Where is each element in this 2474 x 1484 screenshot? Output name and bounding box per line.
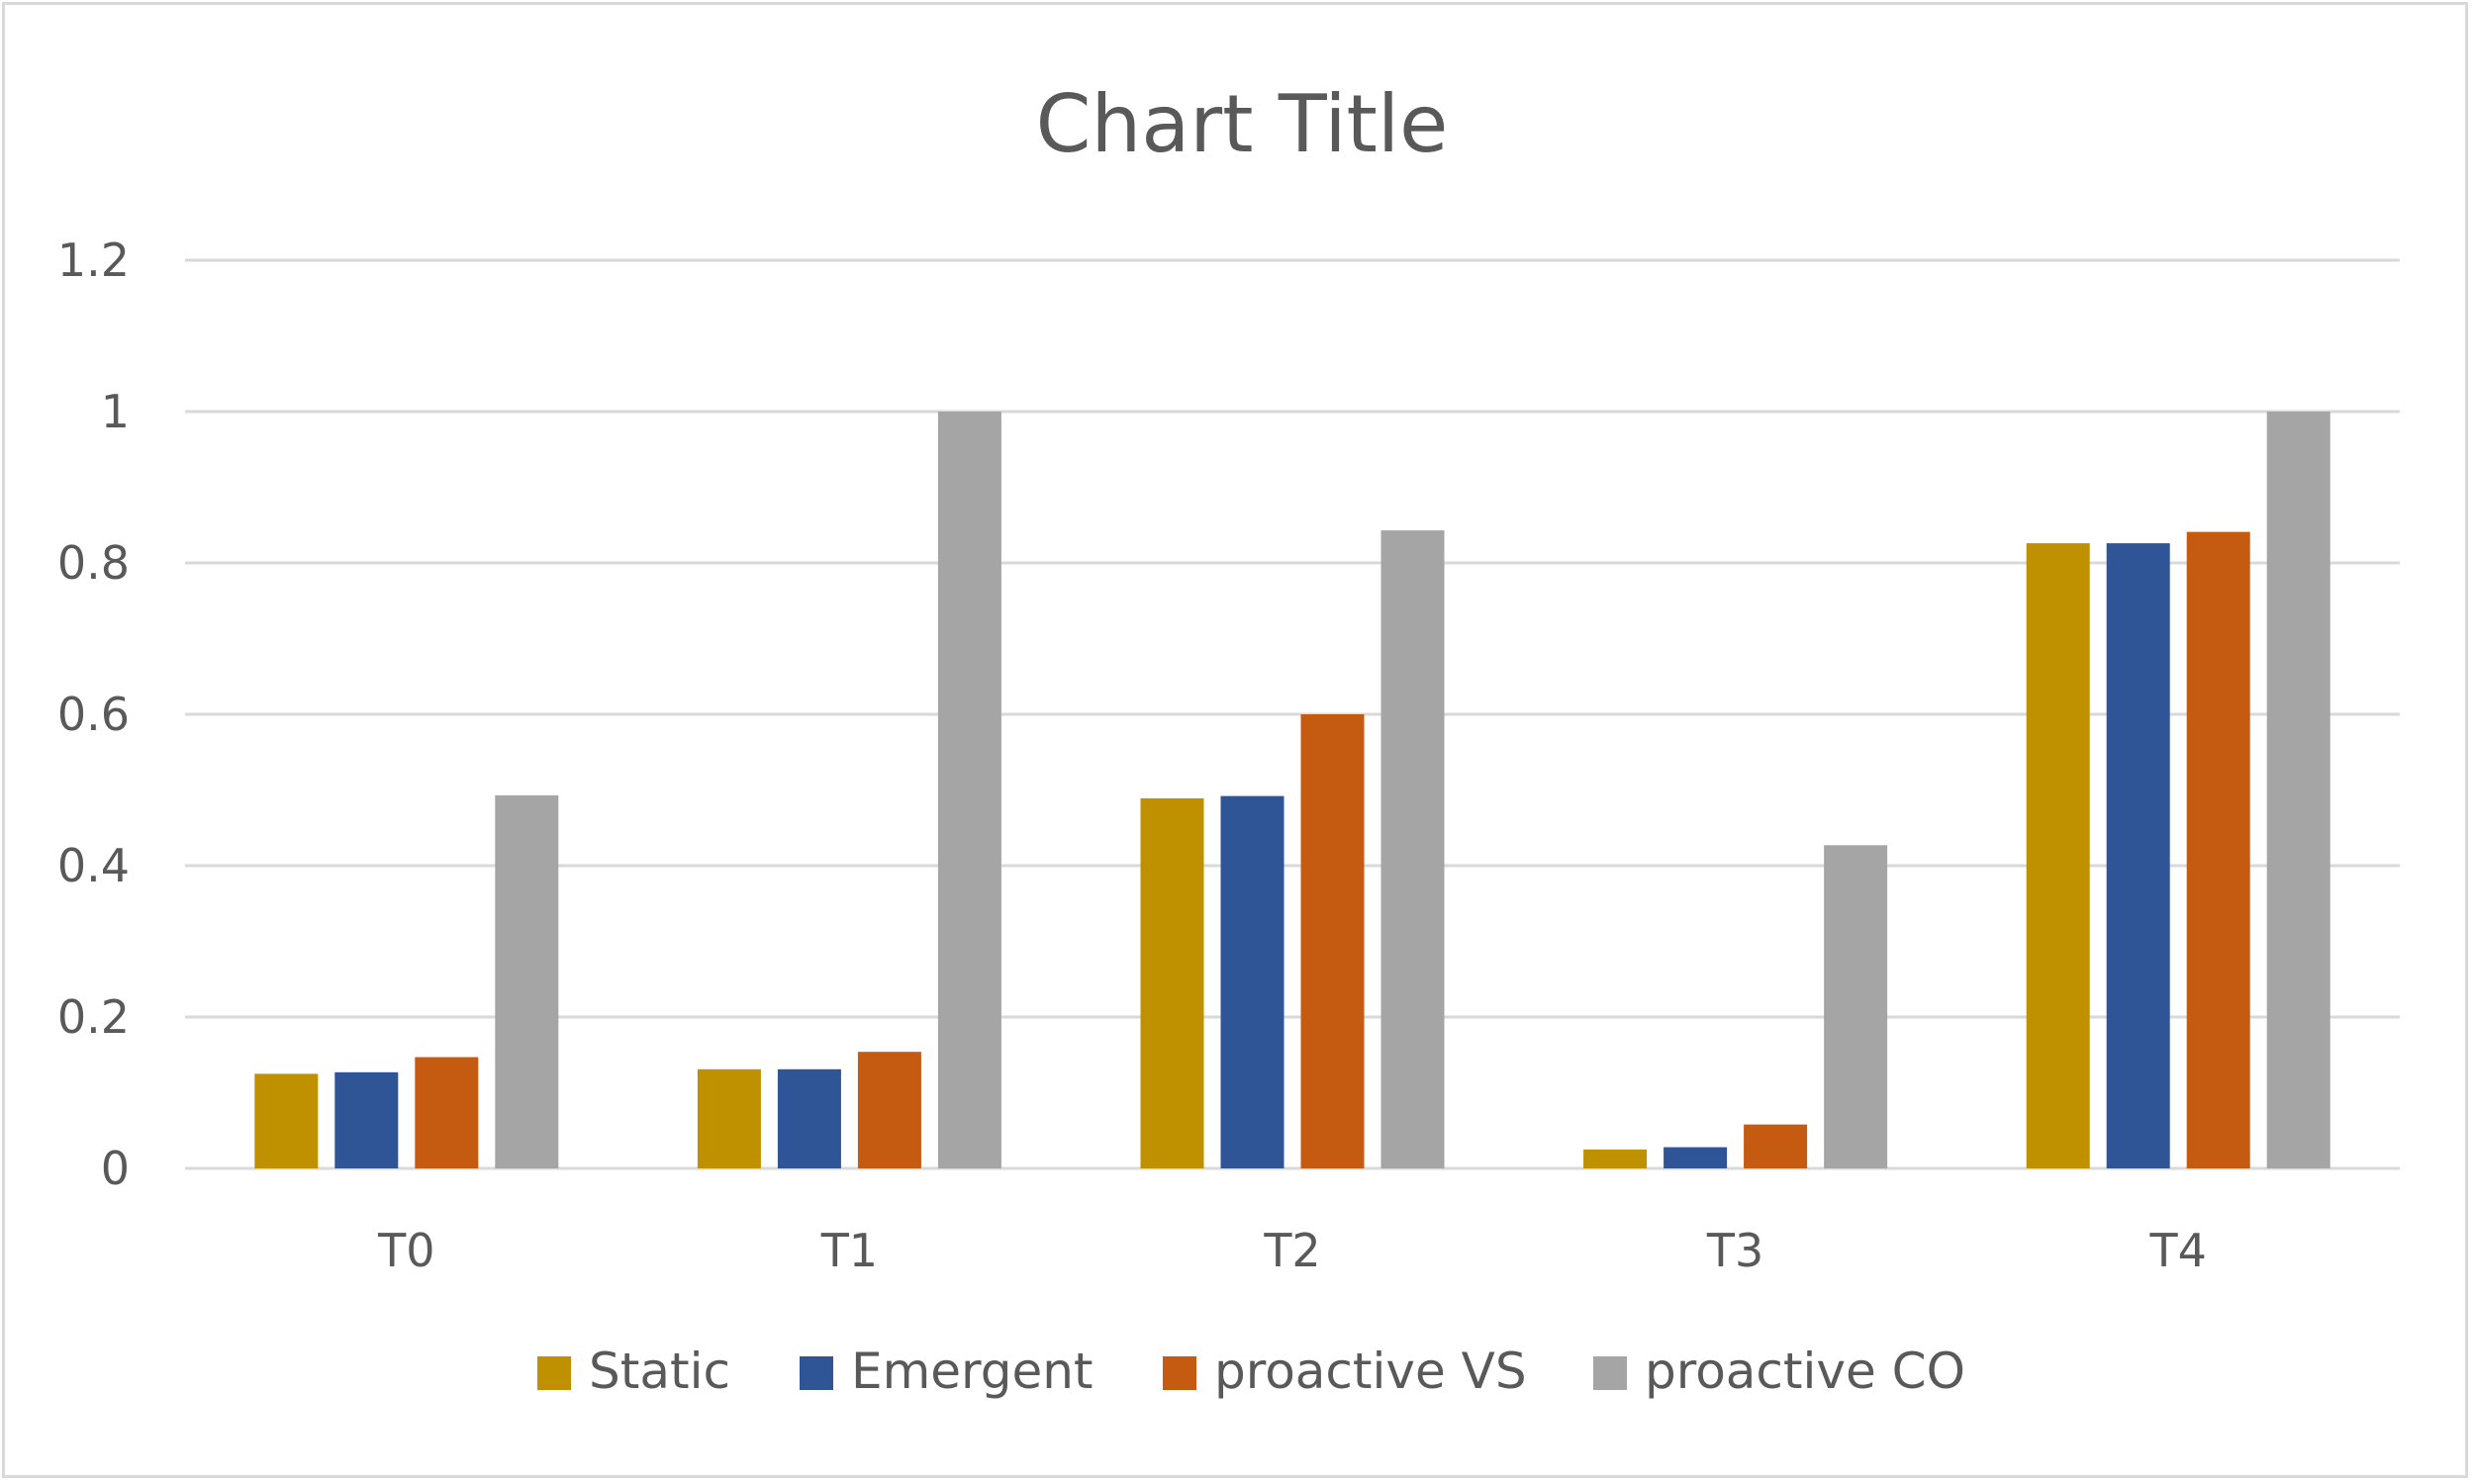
y-tick-label-3: 0.6 bbox=[57, 688, 130, 741]
legend: Static Emergent proactive VS proactive CO bbox=[537, 1343, 1965, 1400]
legend-label-static: Static bbox=[589, 1343, 730, 1400]
legend-swatch-emergent bbox=[800, 1356, 833, 1390]
bar-t4-emergent bbox=[2106, 543, 2170, 1168]
bar-t1-emergent bbox=[777, 1068, 841, 1168]
x-category-label-t4: T4 bbox=[2149, 1224, 2207, 1277]
bar-t4-static bbox=[2026, 543, 2090, 1168]
x-category-label-t1: T1 bbox=[820, 1224, 878, 1277]
y-tick-label-4: 0.8 bbox=[57, 536, 130, 590]
x-category-label-t0: T0 bbox=[377, 1224, 434, 1277]
bar-t0-proactive-vs bbox=[415, 1057, 479, 1168]
y-tick-label-0: 0 bbox=[101, 1142, 130, 1195]
legend-swatch-static bbox=[537, 1356, 571, 1390]
bar-t0-proactive-co bbox=[495, 794, 559, 1168]
chart-title: Chart Title bbox=[1036, 78, 1449, 170]
bar-t4-proactive-vs bbox=[2186, 531, 2250, 1168]
y-tick-label-1: 0.2 bbox=[57, 990, 130, 1044]
y-axis-tick-labels: 0 0.2 0.4 0.6 0.8 1 1.2 bbox=[57, 233, 130, 1195]
bar-t0-static bbox=[254, 1073, 319, 1168]
bar-t1-proactive-co bbox=[937, 412, 1001, 1168]
legend-label-proactive-vs: proactive VS bbox=[1214, 1343, 1527, 1400]
x-category-label-t2: T2 bbox=[1263, 1224, 1320, 1277]
x-axis-category-labels: T0 T1 T2 T3 T4 bbox=[377, 1224, 2207, 1277]
bar-t3-proactive-co bbox=[1824, 845, 1888, 1168]
legend-label-emergent: Emergent bbox=[851, 1343, 1094, 1400]
bar-t4-proactive-co bbox=[2266, 412, 2331, 1168]
bar-t2-proactive-vs bbox=[1300, 714, 1365, 1168]
bar-t0-emergent bbox=[334, 1071, 399, 1168]
bar-t1-proactive-vs bbox=[857, 1052, 921, 1168]
bar-t3-static bbox=[1583, 1149, 1648, 1168]
legend-label-proactive-co: proactive CO bbox=[1645, 1343, 1965, 1400]
bar-t1-static bbox=[697, 1068, 761, 1168]
bar-t3-emergent bbox=[1664, 1147, 1728, 1168]
legend-swatch-proactive-co bbox=[1593, 1356, 1627, 1390]
y-tick-label-6: 1.2 bbox=[57, 233, 130, 287]
bar-t2-proactive-co bbox=[1380, 530, 1445, 1168]
legend-swatch-proactive-vs bbox=[1163, 1356, 1196, 1390]
y-tick-label-2: 0.4 bbox=[57, 839, 130, 892]
bar-chart: Chart Title 0 0.2 0.4 0.6 0.8 1 1.2 T0 T1 T2 T3 T4… bbox=[57, 78, 2400, 1400]
y-tick-label-5: 1 bbox=[101, 385, 130, 438]
bar-t3-proactive-vs bbox=[1744, 1124, 1808, 1168]
bars bbox=[254, 412, 2331, 1168]
bar-t2-emergent bbox=[1220, 795, 1285, 1168]
x-category-label-t3: T3 bbox=[1706, 1224, 1763, 1277]
bar-t2-static bbox=[1140, 797, 1204, 1168]
